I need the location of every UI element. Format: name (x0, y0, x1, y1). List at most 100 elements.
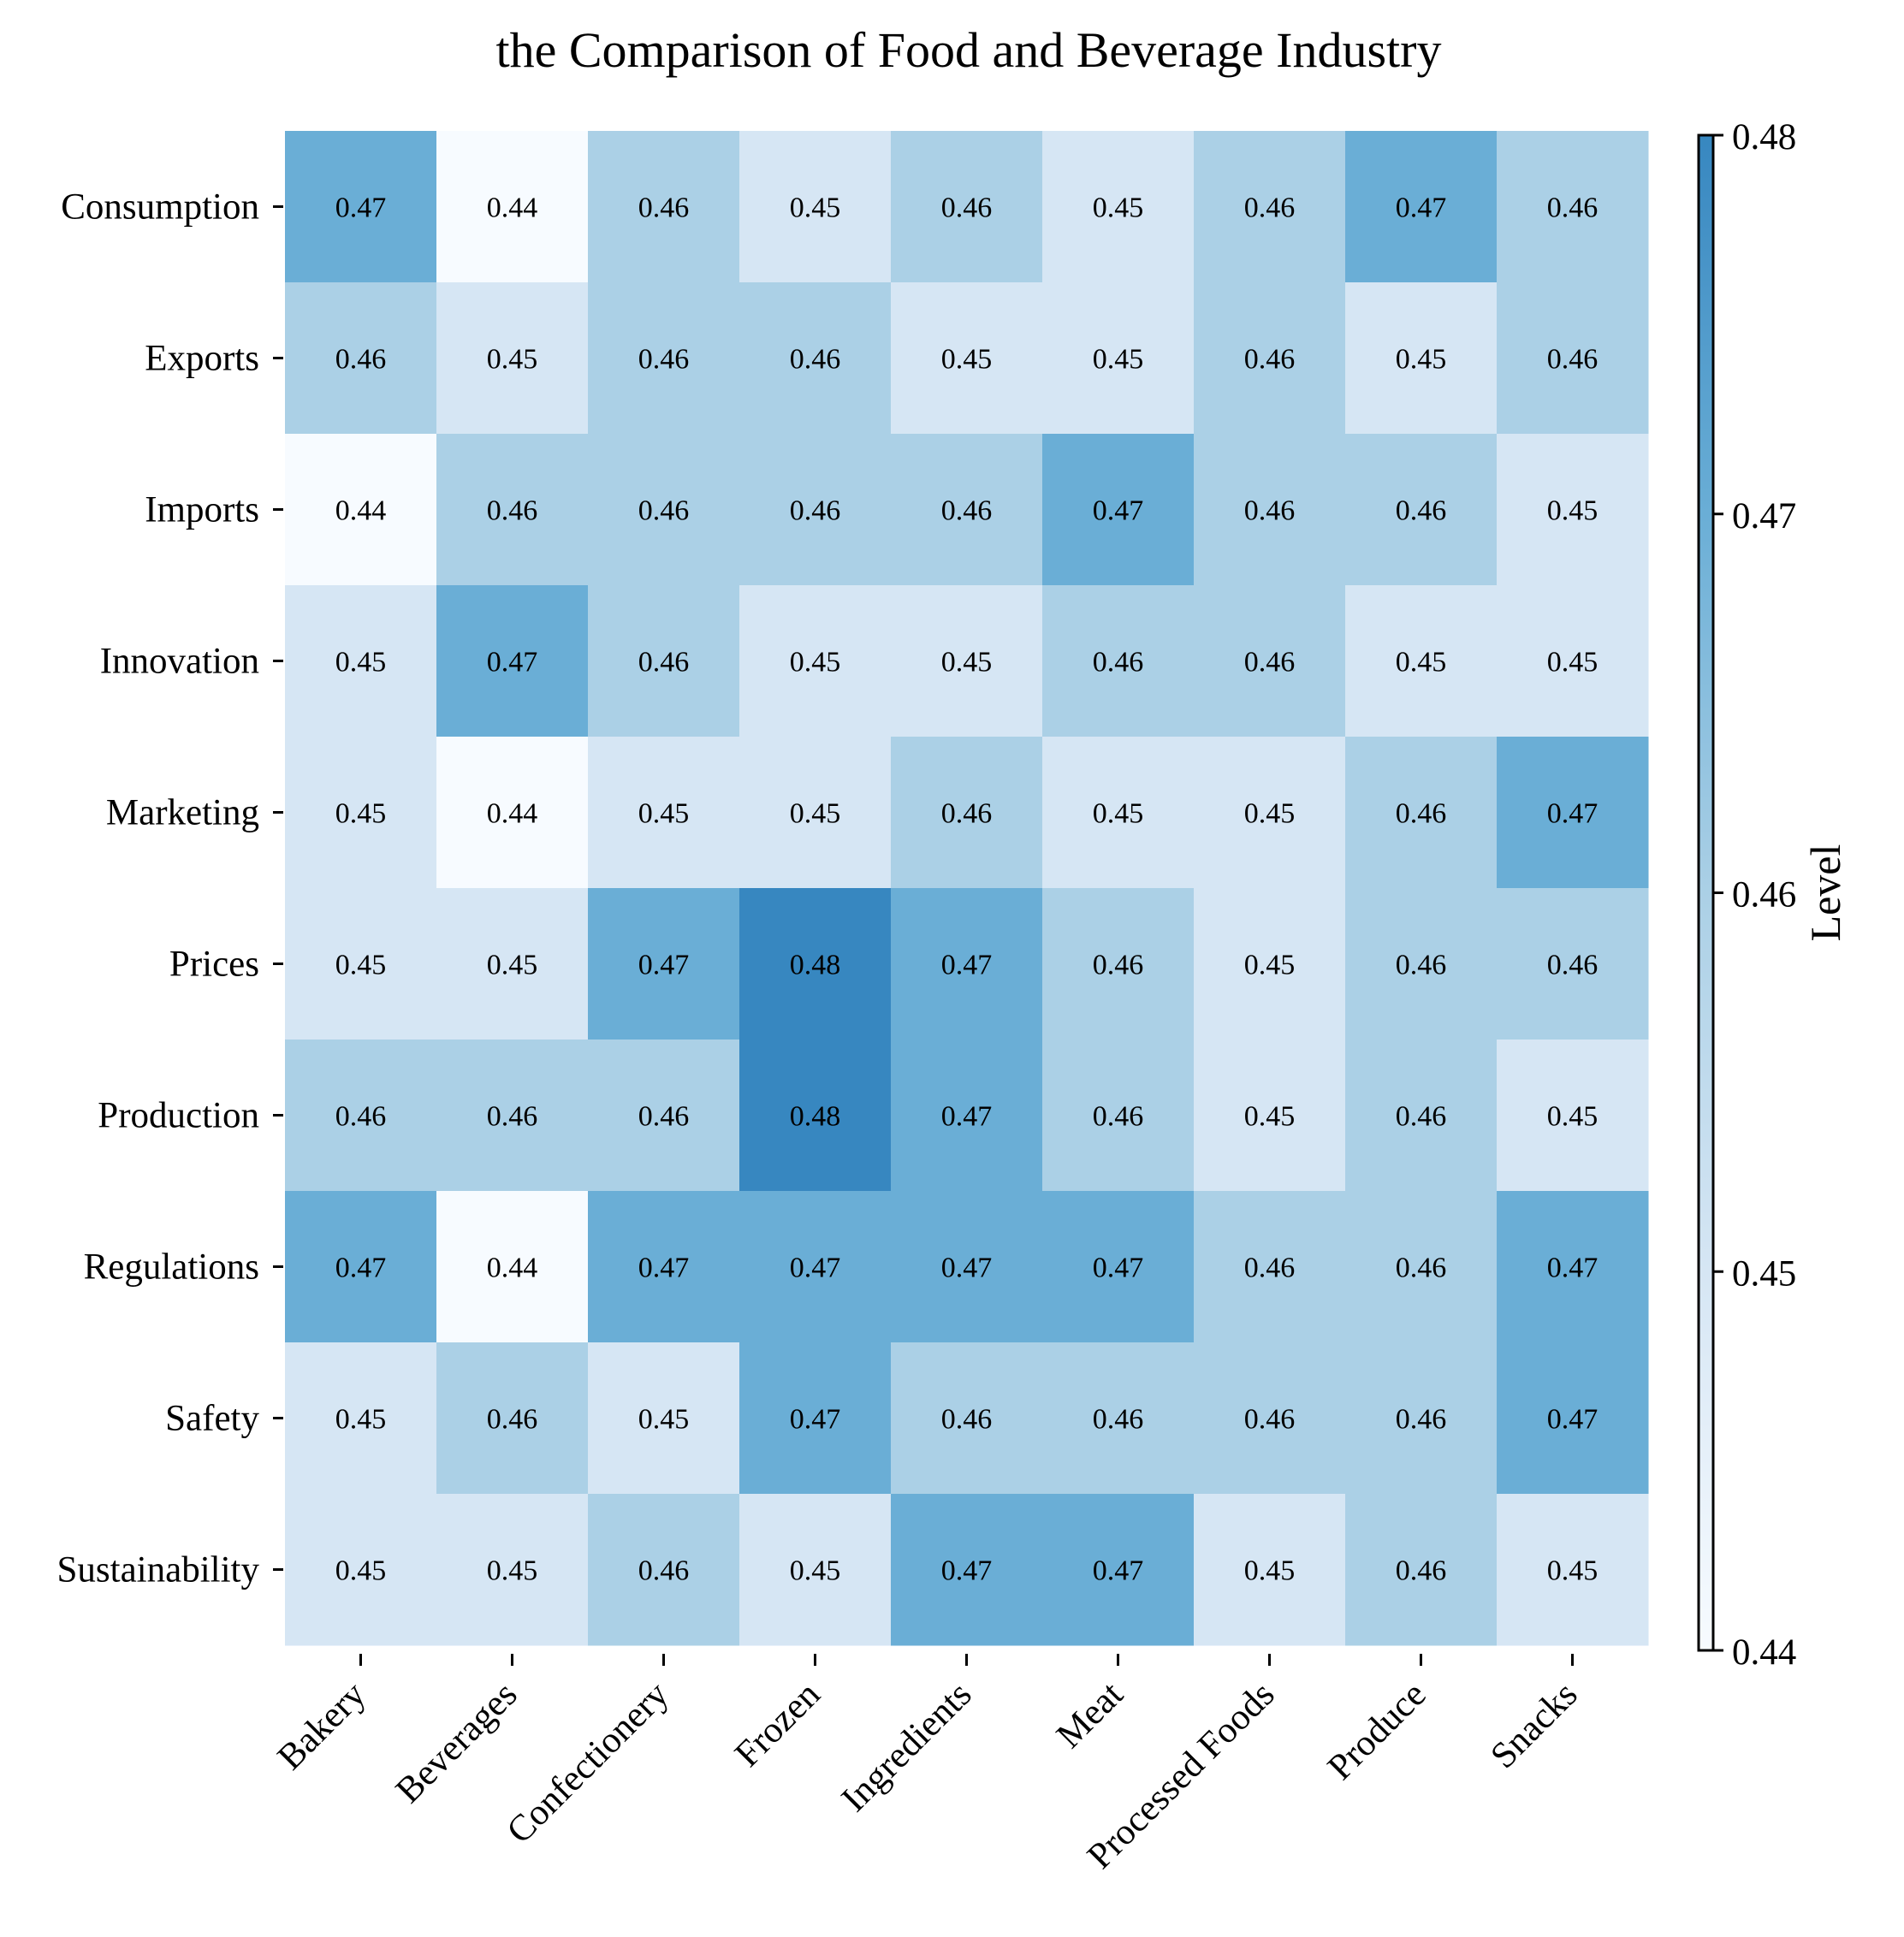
heatmap-cell (436, 585, 589, 737)
heatmap-cell (1345, 585, 1498, 737)
cell-value-label: 0.46 (1547, 193, 1599, 224)
x-tick-label: Meat (1049, 1674, 1131, 1756)
heatmap-cell (891, 737, 1043, 889)
cell-value-label: 0.47 (941, 1253, 993, 1284)
y-tick-label: Exports (145, 339, 259, 379)
colorbar-tick-label: 0.47 (1732, 496, 1796, 536)
cell-value-label: 0.46 (941, 798, 993, 830)
colorbar-gradient (1697, 133, 1715, 1652)
cell-value-label: 0.46 (1093, 950, 1144, 981)
cell-value-label: 0.46 (487, 1404, 538, 1436)
cell-value-label: 0.45 (941, 647, 993, 678)
heatmap-cell (891, 1191, 1043, 1343)
heatmap-cell (739, 434, 892, 586)
heatmap-cell (436, 1040, 589, 1192)
cell-value-label: 0.45 (487, 344, 538, 376)
x-tick-label: Bakery (270, 1673, 374, 1777)
cell-value-label: 0.46 (638, 193, 690, 224)
heatmap-cell (891, 1040, 1043, 1192)
cell-value-label: 0.46 (1396, 1101, 1447, 1133)
heatmap-cell (739, 1494, 892, 1646)
heatmap-cell (436, 1342, 589, 1495)
cell-value-label: 0.46 (1244, 495, 1296, 527)
cell-value-label: 0.44 (487, 1253, 538, 1284)
heatmap-cell (1497, 1040, 1649, 1192)
cell-value-label: 0.46 (638, 1101, 690, 1133)
cell-value-label: 0.46 (1244, 1253, 1296, 1284)
heatmap-cell (436, 282, 589, 435)
cell-value-label: 0.46 (941, 1404, 993, 1436)
heatmap-cell (1345, 1040, 1498, 1192)
cell-value-label: 0.45 (1547, 1555, 1599, 1587)
y-tick-label: Safety (165, 1399, 259, 1439)
heatmap-cell (739, 131, 892, 283)
heatmap-cell (285, 434, 437, 586)
colorbar: 0.44 0.45 0.46 0.47 0.48 Level (1697, 117, 1849, 1673)
cell-value-label: 0.45 (335, 1404, 387, 1436)
heatmap-cell (588, 434, 740, 586)
x-tick-label: Beverages (389, 1674, 525, 1811)
cell-value-label: 0.46 (941, 193, 993, 224)
heatmap-cell (1042, 131, 1195, 283)
heatmap-cell (436, 1191, 589, 1343)
heatmap-cell (1194, 1040, 1346, 1192)
cell-value-label: 0.46 (1244, 647, 1296, 678)
heatmap-cell (739, 737, 892, 889)
cell-value-label: 0.47 (1093, 1555, 1144, 1587)
colorbar-label: Level (1801, 844, 1849, 942)
heatmap-cell (1345, 1191, 1498, 1343)
cell-value-label: 0.47 (790, 1253, 841, 1284)
cell-value-label: 0.45 (1244, 798, 1296, 830)
heatmap-cell (436, 888, 589, 1040)
cell-value-label: 0.46 (335, 344, 387, 376)
heatmap-cell (1194, 1342, 1346, 1495)
cell-value-label: 0.46 (1396, 1555, 1447, 1587)
heatmap-cell (1345, 888, 1498, 1040)
heatmap-cell (1042, 282, 1195, 435)
cell-value-label: 0.45 (941, 344, 993, 376)
cell-value-label: 0.45 (1244, 1101, 1296, 1133)
heatmap-cell (588, 1040, 740, 1192)
cell-value-label: 0.45 (487, 950, 538, 981)
cell-value-label: 0.47 (487, 647, 538, 678)
y-tick-label: Production (98, 1096, 259, 1136)
cell-value-label: 0.46 (487, 495, 538, 527)
heatmap-cell (1194, 585, 1346, 737)
cell-value-label: 0.46 (1244, 1404, 1296, 1436)
heatmap-cell (1345, 282, 1498, 435)
heatmap-cell (285, 1494, 437, 1646)
cell-value-label: 0.47 (1093, 495, 1144, 527)
colorbar-tick-label: 0.44 (1732, 1632, 1796, 1673)
heatmap-cell (739, 1191, 892, 1343)
y-tick-label: Consumption (61, 187, 259, 228)
cell-value-label: 0.45 (335, 950, 387, 981)
heatmap-cell (285, 1342, 437, 1495)
heatmap-cell (1042, 737, 1195, 889)
chart-title: the Comparison of Food and Beverage Indu… (495, 22, 1441, 78)
cell-value-label: 0.45 (335, 798, 387, 830)
heatmap-cell (1345, 1494, 1498, 1646)
heatmap-cells: 0.47 0.44 0.46 0.45 0.46 0.45 0.46 0.47 0.46 0.46… (285, 131, 1649, 1646)
cell-value-label: 0.45 (335, 647, 387, 678)
y-tick-label: Imports (145, 490, 259, 530)
cell-value-label: 0.46 (790, 344, 841, 376)
cell-value-label: 0.44 (487, 798, 538, 830)
heatmap-cell (1497, 434, 1649, 586)
x-tick-label: Confectionery (499, 1673, 677, 1851)
cell-value-label: 0.46 (1093, 1101, 1144, 1133)
heatmap-cell (739, 282, 892, 435)
x-tick-label: Snacks (1483, 1674, 1585, 1776)
cell-value-label: 0.47 (638, 950, 690, 981)
heatmap-cell (891, 131, 1043, 283)
heatmap-cell (1497, 282, 1649, 435)
cell-value-label: 0.45 (790, 798, 841, 830)
cell-value-label: 0.47 (1396, 193, 1447, 224)
cell-value-label: 0.44 (487, 193, 538, 224)
heatmap-cell (1345, 434, 1498, 586)
x-tick-label: Produce (1320, 1674, 1434, 1788)
heatmap-cell (285, 585, 437, 737)
heatmap-cell (1194, 1191, 1346, 1343)
heatmap-cell (436, 131, 589, 283)
cell-value-label: 0.45 (335, 1555, 387, 1587)
